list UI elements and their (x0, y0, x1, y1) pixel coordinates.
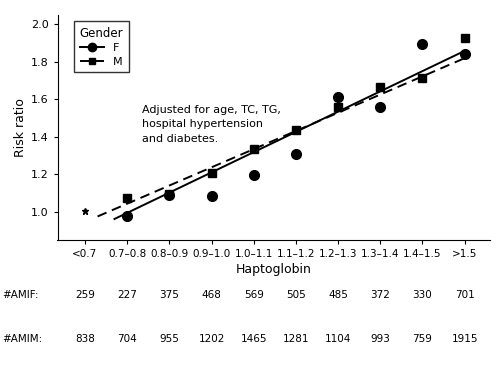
Text: 468: 468 (202, 290, 222, 300)
Text: 375: 375 (160, 290, 180, 300)
Text: 505: 505 (286, 290, 306, 300)
Text: 759: 759 (412, 333, 432, 344)
Text: 485: 485 (328, 290, 348, 300)
X-axis label: Haptoglobin: Haptoglobin (236, 263, 312, 276)
Text: 1465: 1465 (240, 333, 267, 344)
Text: 569: 569 (244, 290, 264, 300)
Text: 1104: 1104 (325, 333, 351, 344)
Text: 704: 704 (117, 333, 137, 344)
Text: 227: 227 (117, 290, 137, 300)
Text: 838: 838 (75, 333, 95, 344)
Text: 1915: 1915 (452, 333, 478, 344)
Text: 330: 330 (412, 290, 432, 300)
Text: 955: 955 (160, 333, 180, 344)
Text: #AMIM:: #AMIM: (2, 333, 43, 344)
Text: Adjusted for age, TC, TG,
hospital hypertension
and diabetes.: Adjusted for age, TC, TG, hospital hyper… (142, 105, 280, 144)
Legend: F, M: F, M (74, 21, 128, 72)
Text: 259: 259 (75, 290, 95, 300)
Text: #AMIF:: #AMIF: (2, 290, 39, 300)
Y-axis label: Risk ratio: Risk ratio (14, 98, 26, 157)
Text: 701: 701 (455, 290, 474, 300)
Text: 993: 993 (370, 333, 390, 344)
Text: 372: 372 (370, 290, 390, 300)
Text: 1202: 1202 (198, 333, 224, 344)
Text: 1281: 1281 (282, 333, 309, 344)
